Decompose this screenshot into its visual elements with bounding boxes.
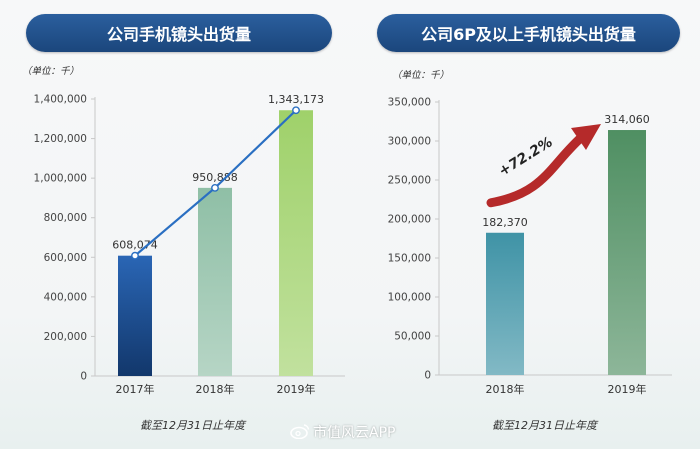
bar-value-label: 182,370 xyxy=(482,216,528,229)
bar xyxy=(198,187,232,376)
y-tick-label: 150,000 xyxy=(388,253,431,265)
left-chart: （单位：千） 0 200,000 400,000 600,000 800,000 1,000… xyxy=(22,65,345,396)
left-footnote: 截至12月31日止年度 xyxy=(140,419,245,432)
bar xyxy=(118,255,152,376)
right-footnote: 截至12月31日止年度 xyxy=(492,419,597,432)
unit-label: （单位：千） xyxy=(22,65,79,77)
y-tick-label: 800,000 xyxy=(44,212,87,224)
line-point xyxy=(131,251,139,260)
x-category-label: 2018年 xyxy=(486,382,525,396)
bar-value-label: 1,343,173 xyxy=(268,93,324,106)
bar-value-label: 608,074 xyxy=(112,239,158,252)
right-chart: （单位：千） 0 50,000 100,000 150,000 200,000 250,00… xyxy=(388,69,672,396)
y-tick-label: 1,400,000 xyxy=(34,94,87,106)
y-tick-label: 350,000 xyxy=(388,97,431,109)
growth-arrow-shaft xyxy=(486,129,590,208)
bar xyxy=(486,232,524,375)
brand-label: 市值风云APP xyxy=(313,425,396,441)
bar-value-label: 314,060 xyxy=(604,113,650,126)
bar-value-label: 950,888 xyxy=(192,171,238,184)
x-category-label: 2018年 xyxy=(196,382,235,396)
y-tick-label: 1,200,000 xyxy=(34,133,87,145)
right-chart-title-text: 公司6P及以上手机镜头出货量 xyxy=(421,25,636,44)
left-chart-title-text: 公司手机镜头出货量 xyxy=(106,25,251,44)
right-chart-title: 公司6P及以上手机镜头出货量 xyxy=(377,14,680,52)
y-tick-label: 250,000 xyxy=(388,175,431,187)
y-tick-label: 0 xyxy=(424,370,431,382)
y-tick-label: 200,000 xyxy=(44,331,87,343)
line-point xyxy=(211,183,219,192)
growth-arrow-head xyxy=(571,124,601,151)
bar xyxy=(279,110,313,377)
y-tick-label: 0 xyxy=(80,371,87,383)
y-tick-label: 600,000 xyxy=(44,252,87,264)
unit-label: （单位：千） xyxy=(392,69,449,81)
left-chart-title: 公司手机镜头出货量 xyxy=(26,14,332,52)
x-category-label: 2019年 xyxy=(608,382,647,396)
x-category-label: 2019年 xyxy=(277,382,316,396)
y-tick-label: 100,000 xyxy=(388,292,431,304)
y-tick-label: 1,000,000 xyxy=(34,173,87,185)
line-point xyxy=(292,106,300,115)
weibo-icon xyxy=(290,424,310,439)
y-tick-label: 200,000 xyxy=(388,214,431,226)
x-category-label: 2017年 xyxy=(116,382,155,396)
y-tick-label: 400,000 xyxy=(44,291,87,303)
bar xyxy=(608,130,646,375)
y-tick-label: 300,000 xyxy=(388,136,431,148)
y-tick-label: 50,000 xyxy=(394,331,431,343)
